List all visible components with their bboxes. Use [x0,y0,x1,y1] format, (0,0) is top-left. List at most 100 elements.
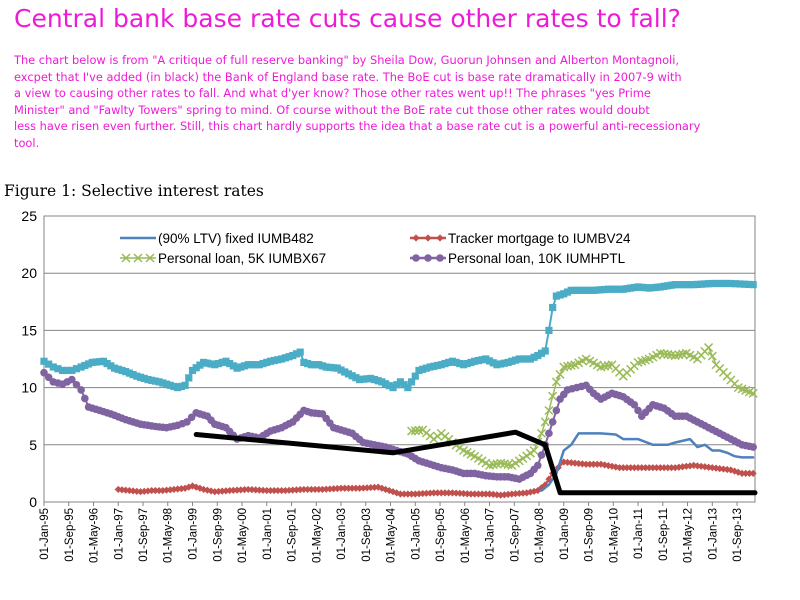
data-point-cyan [719,279,728,288]
data-point-cyan [716,279,724,288]
data-point-cyan [396,378,405,386]
x-tick-label: 01-Sep-03 [361,508,373,562]
data-point-tracker [675,463,683,471]
data-point-cyan [448,357,457,365]
data-point-loan10k [77,386,85,394]
data-point-cyan [419,365,427,373]
data-point-cyan [203,359,211,367]
figure-caption: Figure 1: Selective interest rates [4,182,264,200]
data-point-tracker [341,484,349,492]
intro-line: excpet that I've added (in black) the Ba… [14,69,682,84]
data-point-loan5k [536,428,547,438]
data-point-cyan [192,364,200,372]
series-loan10k [40,368,757,483]
data-point-cyan [474,356,482,365]
data-point-cyan [162,380,171,388]
data-point-tracker [289,486,297,494]
data-point-cyan [422,364,431,372]
data-point-tracker [133,487,141,495]
data-point-cyan [229,362,237,370]
data-point-loan5k [544,405,554,416]
data-point-loan10k [187,413,196,422]
data-point-cyan [337,366,345,374]
data-point-cyan [552,292,560,300]
data-point-tracker [155,486,163,495]
data-point-cyan [252,361,260,369]
data-point-cyan [630,283,638,292]
data-point-cyan [155,378,163,386]
data-point-cyan [311,361,319,369]
data-point-loan10k [72,380,81,389]
data-point-cyan [430,362,438,370]
x-tick-label: 01-May-02 [311,508,323,563]
data-point-tracker [511,490,520,498]
data-point-loan5k [548,391,558,401]
data-point-cyan [274,356,282,364]
x-tick-label: 01-Jan-97 [113,508,125,560]
data-point-loan10k [552,406,561,415]
data-point-cyan [281,354,289,362]
data-point-tracker [214,487,223,496]
data-point-cyan [493,361,501,369]
data-point-cyan [136,373,145,381]
data-point-tracker [166,486,174,494]
legend-entry-loan10k: Personal loan, 10K IUMHPTL [410,251,626,266]
data-point-tracker [660,464,668,472]
legend-marker [412,254,420,262]
data-point-tracker [162,486,171,494]
data-point-tracker [445,489,453,497]
data-point-cyan [404,384,412,392]
x-tick-label: 01-Sep-01 [287,508,299,562]
x-tick-label: 01-Sep-13 [732,508,744,562]
x-tick-label: 01-May-00 [237,508,249,563]
data-point-tracker [686,462,694,470]
data-point-tracker [396,490,405,498]
data-point-tracker [240,486,249,494]
data-point-tracker [478,490,486,498]
y-tick-label: 0 [29,494,37,510]
data-point-cyan [385,382,393,390]
data-point-tracker [530,487,538,495]
data-point-cyan [159,379,167,387]
data-point-tracker [701,463,709,471]
data-point-cyan [649,284,657,292]
data-point-cyan [151,377,159,385]
data-point-cyan [641,284,650,292]
data-point-tracker [708,464,716,472]
data-point-tracker [597,460,605,468]
data-point-tracker [679,463,687,471]
data-point-cyan [740,280,748,288]
data-point-loan10k [630,400,639,409]
data-point-tracker [619,464,627,472]
series-base [193,429,758,496]
data-point-cyan [407,378,416,386]
data-point-cyan [118,366,126,375]
data-point-cyan [122,367,130,376]
data-point-cyan [381,380,390,388]
data-point-cyan [88,358,96,367]
data-point-tracker [266,486,275,495]
data-point-cyan [634,283,642,291]
legend-entry-fixed: (90% LTV) fixed IUMB482 [120,231,314,246]
data-point-loan10k [548,418,557,426]
legend-marker [436,234,444,242]
data-point-tracker [563,458,572,466]
data-point-cyan [40,357,48,365]
data-point-tracker [151,486,159,495]
data-point-cyan [497,360,505,368]
data-point-loan10k [634,406,642,415]
data-point-tracker [118,486,126,494]
x-tick-label: 01-Sep-97 [138,508,150,562]
data-point-cyan [289,351,297,360]
x-tick-label: 01-Jan-11 [633,508,645,559]
data-point-cyan [459,361,468,369]
data-point-cyan [333,364,341,372]
data-point-cyan [604,285,612,293]
data-point-tracker [578,460,586,468]
data-point-loan5k [410,426,420,436]
data-point-tracker [697,462,705,470]
data-point-tracker [493,491,501,499]
data-point-loan5k [529,445,539,456]
series-loan5k [407,343,758,470]
data-point-cyan [133,372,141,380]
